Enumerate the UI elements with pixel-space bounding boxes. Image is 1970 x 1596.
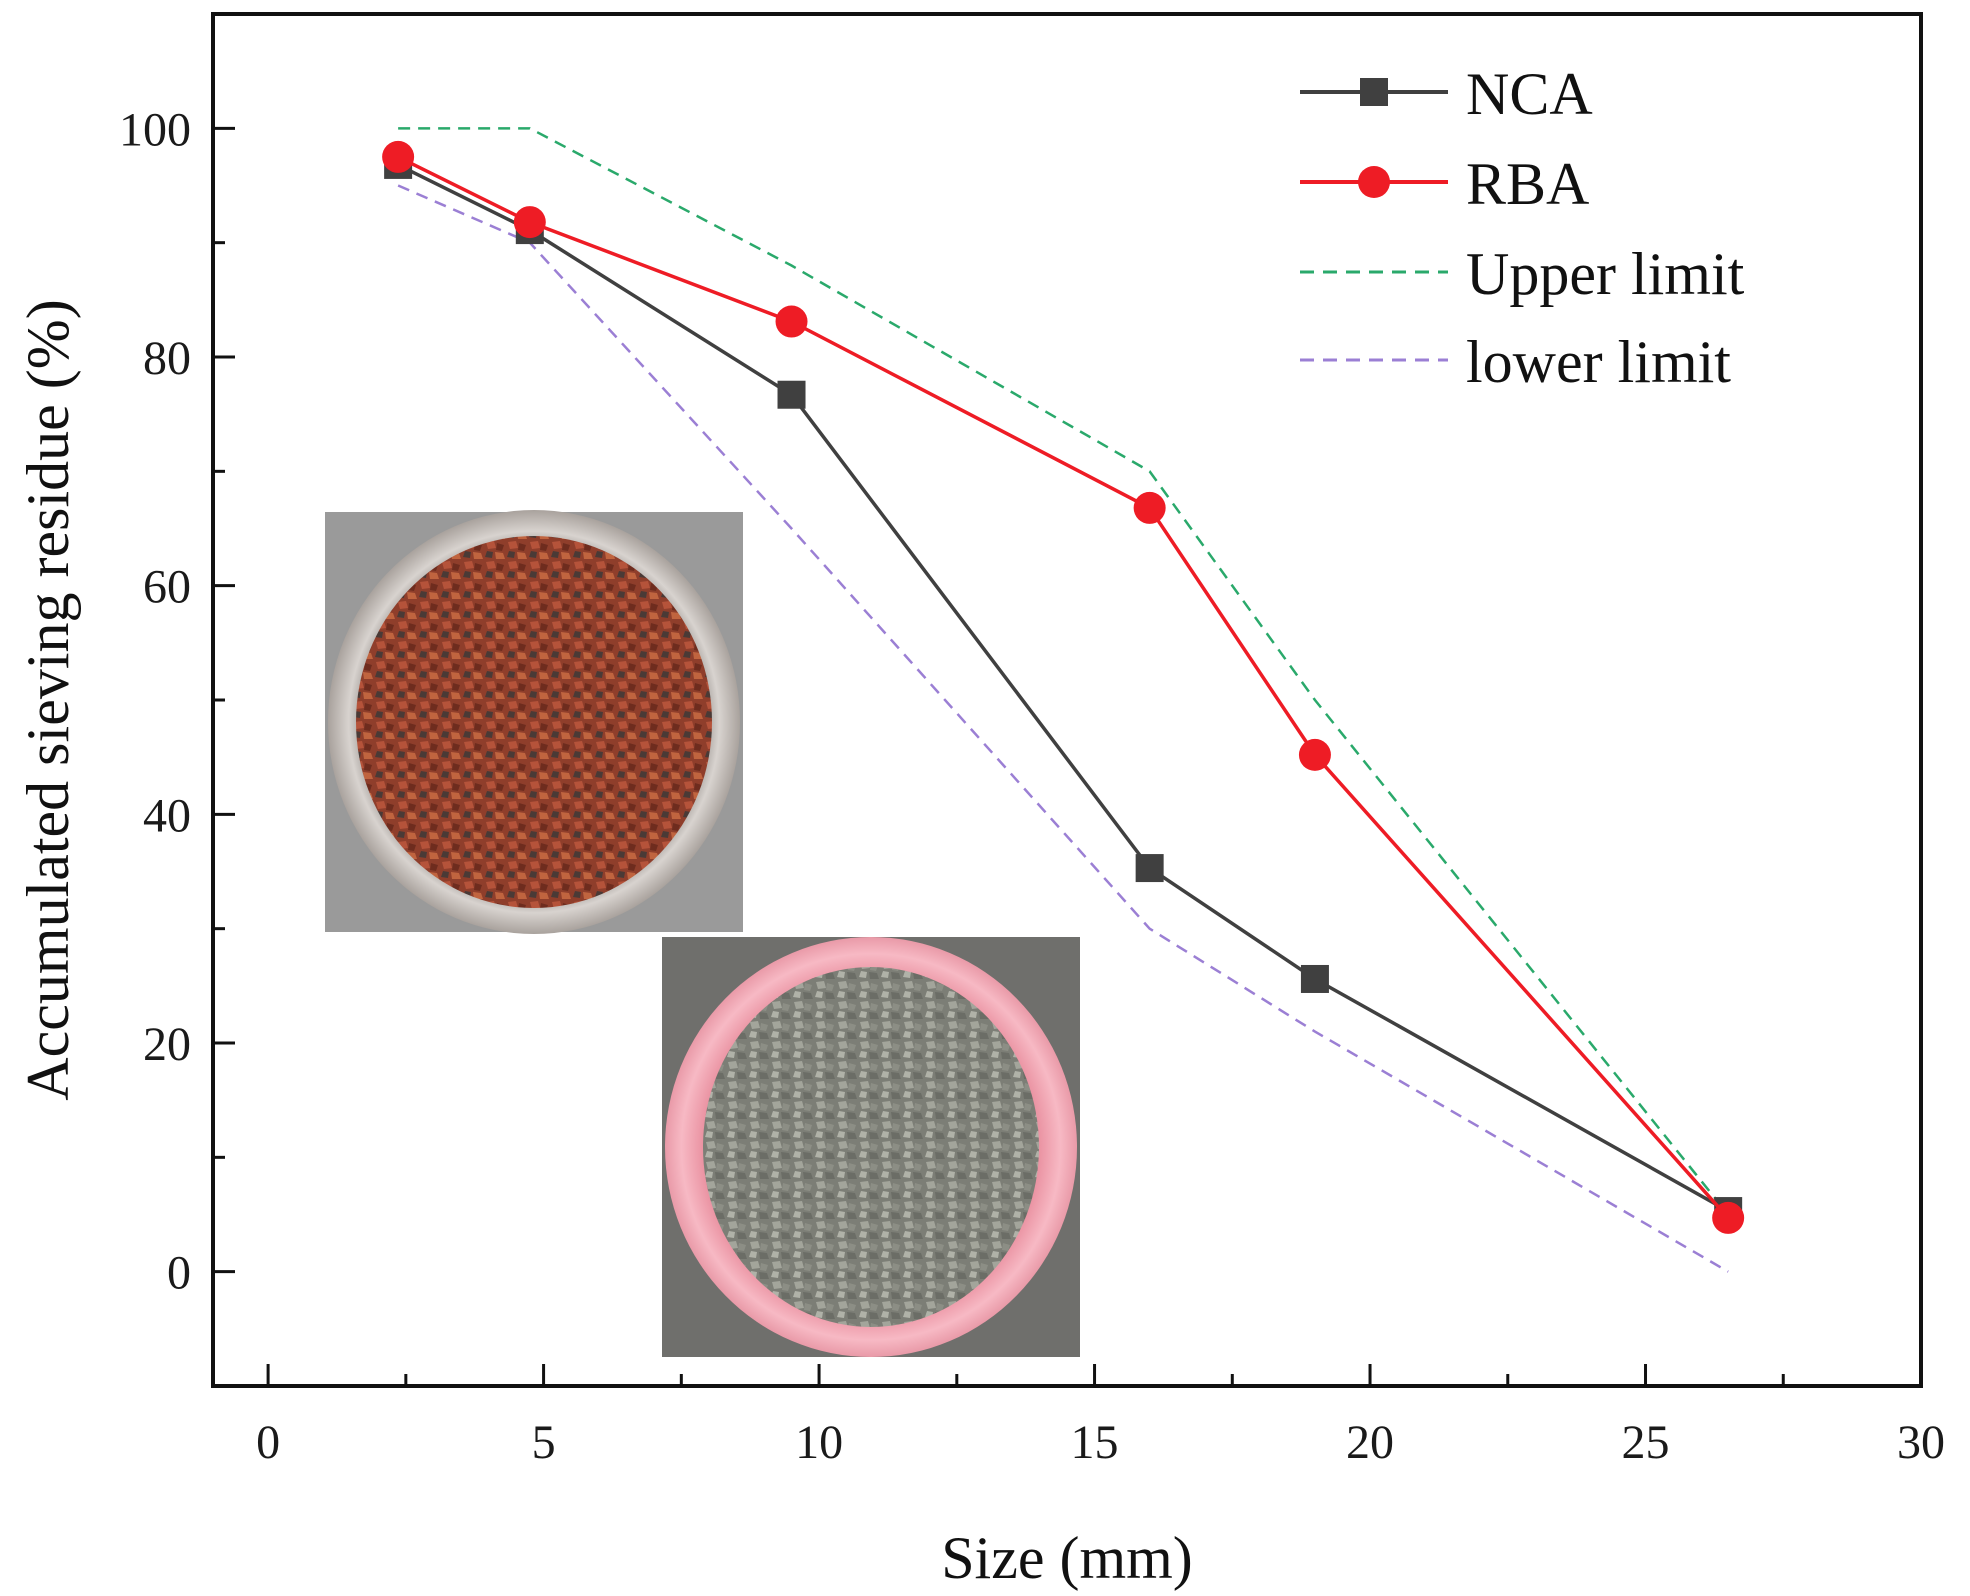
y-tick-label: 60 <box>143 561 191 614</box>
series-line-lower-limit <box>397 184 1729 1273</box>
axes: 0 5 10 15 20 25 30 0 20 40 60 80 100 <box>119 12 1945 1469</box>
y-tick-label: 80 <box>143 332 191 385</box>
x-tick-label: 10 <box>795 1416 843 1469</box>
legend-label-rba: RBA <box>1466 151 1589 217</box>
legend-item-rba: RBA <box>1300 151 1589 217</box>
x-tick-label: 15 <box>1071 1416 1119 1469</box>
legend-item-upper-limit: Upper limit <box>1300 241 1745 307</box>
y-tick-label: 0 <box>167 1247 191 1300</box>
legend-swatch-nca-marker <box>1360 78 1388 106</box>
series-line-nca <box>397 163 1730 1213</box>
legend-label-nca: NCA <box>1466 61 1593 127</box>
x-tick-label: 5 <box>532 1416 556 1469</box>
x-tick-label: 20 <box>1346 1416 1394 1469</box>
x-tick-label: 30 <box>1897 1416 1945 1469</box>
y-tick-label: 100 <box>119 103 191 156</box>
data-point-rba <box>1712 1201 1745 1234</box>
legend-label-lower-limit: lower limit <box>1466 329 1731 395</box>
series-line-rba <box>397 155 1730 1220</box>
data-point-nca <box>1135 854 1164 883</box>
y-axis-title: Accumulated sieving residue (%) <box>15 299 81 1100</box>
data-point-rba <box>1298 738 1331 771</box>
rba-sample-photo <box>325 510 743 934</box>
series-layer <box>382 127 1745 1273</box>
legend-item-lower-limit: lower limit <box>1300 329 1731 395</box>
data-point-rba <box>775 305 808 338</box>
data-point-rba <box>1133 491 1166 524</box>
x-tick-label: 0 <box>256 1416 280 1469</box>
y-tick-label: 40 <box>143 789 191 842</box>
y-tick-label: 20 <box>143 1018 191 1071</box>
legend-item-nca: NCA <box>1300 61 1593 127</box>
nca-sample-photo <box>662 937 1080 1357</box>
data-point-nca <box>777 380 806 409</box>
x-axis-title: Size (mm) <box>941 1525 1193 1591</box>
data-point-rba <box>513 206 546 239</box>
legend-swatch-rba-marker <box>1358 166 1390 198</box>
legend-label-upper-limit: Upper limit <box>1466 241 1745 307</box>
data-point-rba <box>382 140 415 173</box>
data-point-nca <box>1300 964 1329 993</box>
x-tick-label: 25 <box>1622 1416 1670 1469</box>
series-line-upper-limit <box>398 127 1730 1216</box>
legend: NCA RBA Upper limit lower limit <box>1300 61 1745 395</box>
